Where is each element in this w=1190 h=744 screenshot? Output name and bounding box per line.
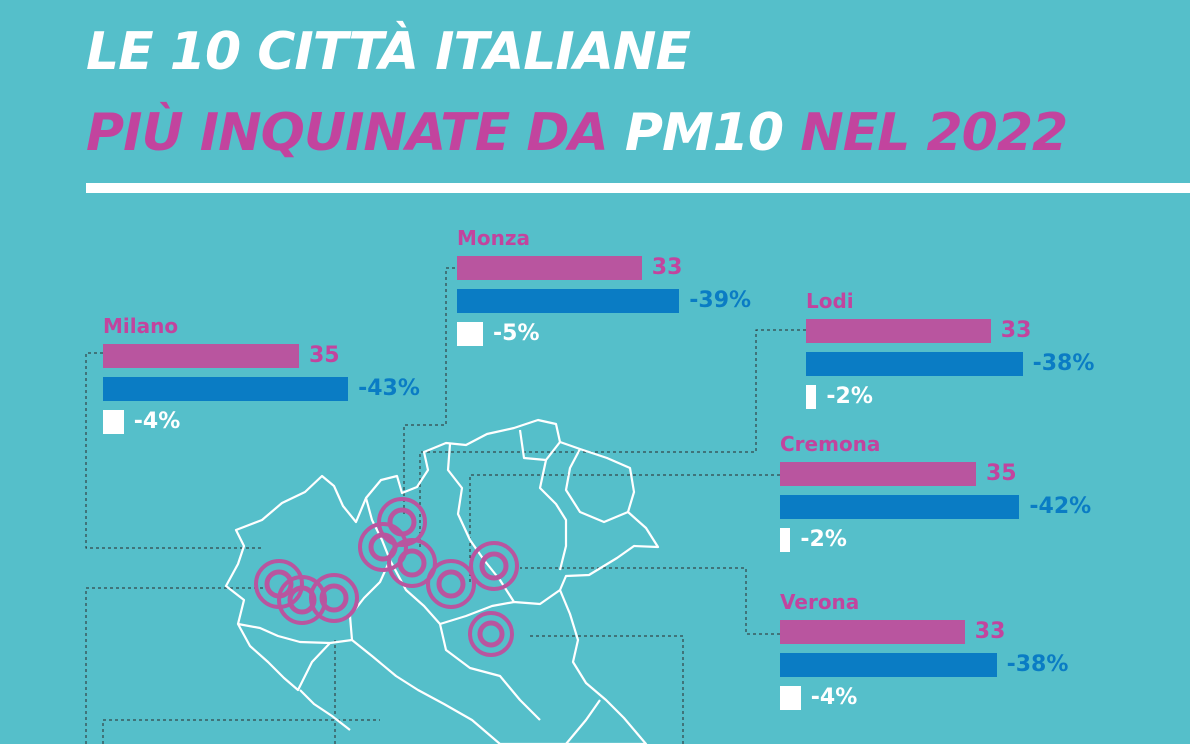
city-name: Milano <box>103 314 179 338</box>
pm10-bar <box>806 319 991 343</box>
blue-change-label: -38% <box>1032 351 1095 376</box>
city-name: Verona <box>780 590 860 614</box>
blue-change-label: -42% <box>1029 494 1092 519</box>
pm10-value-label: 33 <box>651 255 683 280</box>
title-line-2-highlight: PM10 <box>624 103 784 163</box>
pm10-value-label: 35 <box>309 343 340 368</box>
city-marker <box>377 497 427 547</box>
city-name: Cremona <box>780 432 881 456</box>
city-marker <box>387 538 437 588</box>
white-change-bar <box>806 385 817 409</box>
blue-change-bar <box>780 495 1020 519</box>
city-marker <box>468 611 514 657</box>
leader-verona <box>520 567 780 635</box>
city-marker <box>309 573 359 623</box>
white-change-bar <box>780 528 791 552</box>
pm10-bar <box>780 462 976 486</box>
leader-extra-3 <box>530 635 684 744</box>
pm10-bar <box>103 344 299 368</box>
italy-outline <box>224 418 660 744</box>
blue-change-label: -38% <box>1006 652 1069 677</box>
white-change-bar <box>780 686 801 710</box>
leader-monza <box>403 267 455 515</box>
city-marker <box>426 559 476 609</box>
white-change-label: -4% <box>133 409 181 434</box>
blue-change-label: -39% <box>689 288 752 313</box>
blue-change-label: -43% <box>358 376 420 401</box>
title-line-2-part-2: NEL 2022 <box>800 103 1068 163</box>
blue-change-bar <box>806 352 1023 376</box>
leader-milano <box>85 352 262 549</box>
blue-change-bar <box>103 377 349 401</box>
white-change-label: -2% <box>800 527 847 552</box>
pm10-value-label: 33 <box>974 619 1006 644</box>
white-change-label: -5% <box>493 321 540 346</box>
title-underline <box>86 183 1190 193</box>
leader-extra-1 <box>85 587 272 744</box>
leader-extra-4 <box>102 719 380 744</box>
white-change-bar <box>103 410 124 434</box>
pm10-bar <box>780 620 965 644</box>
pm10-value-label: 33 <box>1000 318 1032 343</box>
title-line-1: LE 10 CITTÀ ITALIANE <box>86 22 691 82</box>
blue-change-bar <box>780 653 997 677</box>
white-change-bar <box>457 322 483 346</box>
city-name: Monza <box>457 226 531 250</box>
city-name: Lodi <box>806 289 854 313</box>
blue-change-bar <box>457 289 680 313</box>
title-line-2: PIÙ INQUINATE DA PM10 NEL 2022 <box>86 107 1068 159</box>
city-marker <box>277 575 327 625</box>
white-change-label: -4% <box>810 685 858 710</box>
title-line-2-part-1: PIÙ INQUINATE DA <box>86 103 609 163</box>
city-marker <box>469 541 519 591</box>
pm10-value-label: 35 <box>986 461 1017 486</box>
white-change-label: -2% <box>826 384 873 409</box>
pm10-bar <box>457 256 642 280</box>
leader-cremona <box>469 474 780 584</box>
